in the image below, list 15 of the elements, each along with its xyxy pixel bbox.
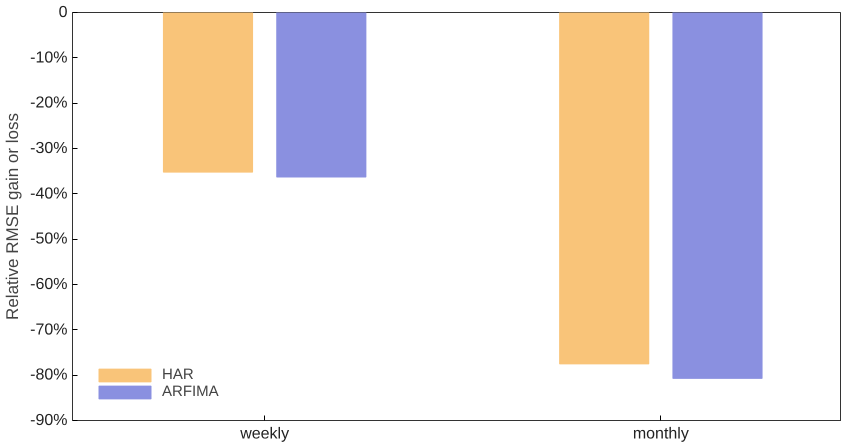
legend-label: HAR — [162, 366, 194, 383]
x-tick-label: weekly — [239, 426, 290, 442]
x-tick-label: monthly — [632, 426, 689, 442]
legend-label: ARFIMA — [162, 383, 219, 400]
y-tick-label: -10% — [30, 49, 68, 66]
y-tick-label: -20% — [30, 94, 68, 112]
y-tick-label: -90% — [30, 412, 68, 429]
y-tick-label: -40% — [30, 185, 68, 202]
y-tick-label: 0 — [58, 4, 68, 21]
y-tick-label: -60% — [30, 276, 68, 293]
y-tick-label: -50% — [30, 230, 68, 248]
y-tick-label: -70% — [30, 321, 68, 338]
y-tick-label: -30% — [30, 140, 68, 157]
y-tick-label: -80% — [30, 366, 68, 384]
y-axis-title: Relative RMSE gain or loss — [3, 113, 22, 320]
